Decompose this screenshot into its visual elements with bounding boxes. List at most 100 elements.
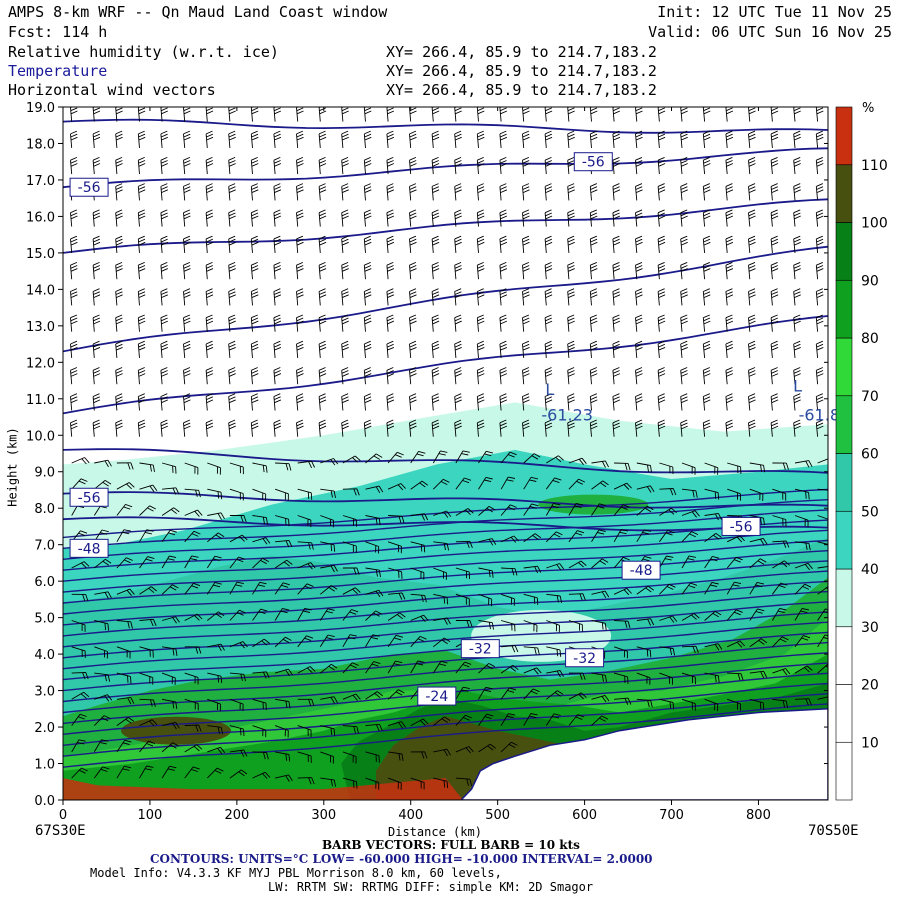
wind-barb [184, 582, 201, 595]
colorbar-tick-label: 10 [861, 735, 879, 751]
wind-barb [297, 515, 312, 528]
wind-barb [680, 209, 688, 227]
wind-barb [137, 156, 146, 175]
wind-barb [431, 156, 440, 175]
contour-label: -32 [469, 642, 492, 658]
wind-barb [184, 672, 199, 685]
wind-barb [342, 777, 358, 789]
wind-barb [318, 367, 327, 385]
wind-barb [274, 515, 290, 527]
wind-barb [659, 462, 674, 475]
contour-label-box [565, 648, 605, 668]
wind-barb [274, 608, 290, 621]
wind-barb [228, 340, 236, 358]
wind-barb [183, 235, 191, 253]
wind-barb [410, 614, 429, 622]
wind-barb [454, 183, 462, 201]
wind-barb [455, 508, 474, 516]
wind-barb [591, 460, 609, 468]
wind-barb [431, 130, 440, 148]
wind-barb [409, 340, 417, 358]
wind-barb [431, 288, 440, 306]
wind-barb [523, 503, 539, 516]
wind-barb [71, 713, 87, 726]
wind-barb [229, 749, 248, 757]
colorbar-swatch [835, 222, 853, 281]
wind-barb [161, 742, 179, 753]
wind-barb [612, 107, 621, 122]
wind-barb [613, 587, 632, 596]
field-xy-wind: XY= 266.4, 85.9 to 214.7,183.2 [386, 81, 657, 99]
wind-barb [92, 393, 101, 411]
wind-barb [748, 209, 756, 227]
colorbar-swatch [835, 337, 853, 397]
colorbar: 10 20 30 40 50 60 70 80 90 100 110% [835, 101, 888, 801]
wind-barb [137, 288, 146, 306]
wind-barb [478, 743, 496, 753]
wind-barb [320, 751, 334, 764]
wind-barb [410, 718, 429, 726]
rh-surface-110 [63, 778, 463, 800]
wind-barb [71, 457, 90, 465]
wind-barb [567, 261, 575, 280]
wind-barb [748, 130, 756, 148]
isotherm-line [63, 499, 828, 549]
isotherm-line [63, 631, 828, 692]
wind-barb [772, 582, 788, 595]
wind-barb [297, 751, 312, 763]
wind-barb [228, 183, 236, 201]
wind-barb [184, 744, 203, 753]
wind-barb [659, 507, 677, 516]
wind-barb [522, 419, 530, 437]
wind-barb [544, 107, 553, 122]
wind-barb [546, 563, 565, 571]
wind-barb [635, 261, 643, 280]
wind-barb [341, 314, 349, 332]
wind-barb [704, 643, 723, 651]
wind-barb [250, 235, 259, 253]
wind-barb [770, 340, 779, 358]
wind-barb [544, 261, 553, 280]
wind-barb [659, 698, 675, 710]
wind-barb [431, 235, 440, 253]
wind-barb [184, 509, 203, 517]
wind-barb [815, 130, 824, 148]
wind-barb [702, 156, 711, 175]
isotherm-line [63, 560, 828, 615]
wind-barb [94, 694, 113, 702]
y-tick-label: 4.0 [34, 648, 55, 663]
wind-barb [476, 340, 485, 358]
wind-barb [793, 393, 801, 411]
wind-barb [567, 209, 575, 227]
wind-barb [500, 476, 516, 490]
wind-barb [319, 634, 335, 648]
wind-barb [636, 462, 652, 473]
wind-barb [252, 771, 271, 779]
wind-barb [275, 462, 292, 471]
wind-barb [793, 340, 801, 358]
wind-barb [659, 615, 678, 623]
plot-frame [62, 106, 829, 801]
wind-barb [320, 515, 334, 528]
wind-barb [92, 156, 101, 175]
wind-barb [387, 451, 404, 464]
wind-barb [749, 515, 765, 526]
wind-barb [160, 340, 168, 358]
wind-barb [725, 235, 734, 253]
wind-barb [137, 340, 146, 358]
wind-barb [478, 538, 497, 546]
wind-barb [478, 663, 496, 674]
wind-barb [613, 504, 630, 516]
wind-barb [589, 393, 598, 411]
wind-barb [320, 488, 336, 498]
wind-barb [702, 130, 711, 148]
wind-barb [680, 183, 688, 201]
wind-barb [478, 686, 493, 700]
wind-barb [702, 367, 711, 385]
isotherm-line [63, 621, 828, 681]
wind-barb [568, 502, 583, 516]
wind-barb [250, 340, 259, 358]
chart-title: AMPS 8-km WRF -- Qn Maud Land Coast wind… [8, 3, 388, 21]
wind-barb [228, 367, 236, 385]
contour-label-box [69, 538, 109, 558]
